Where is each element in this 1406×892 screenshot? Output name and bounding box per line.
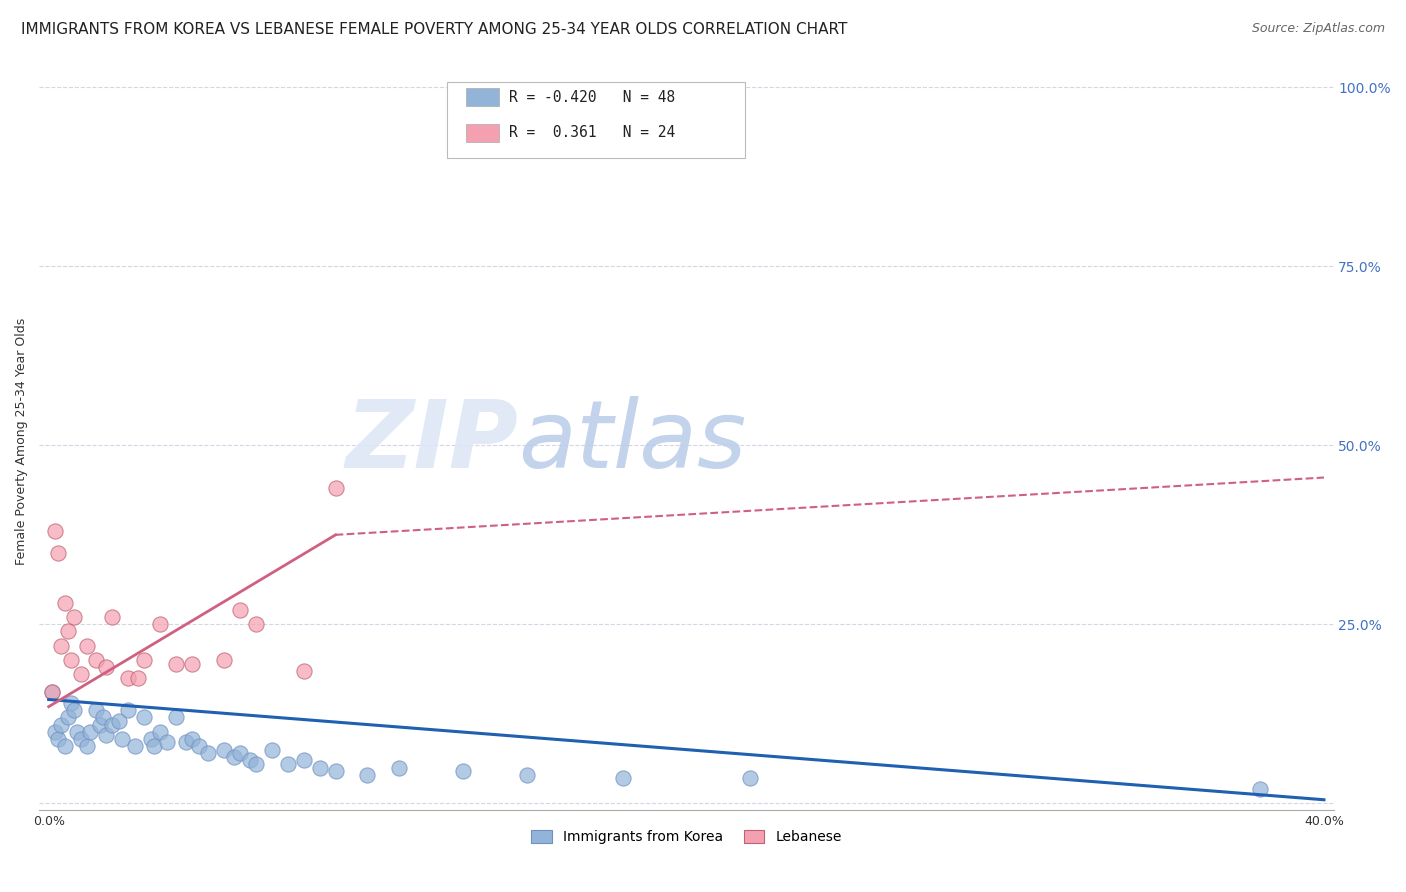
- Point: [181, 657, 204, 671]
- Point: [44, 724, 66, 739]
- Point: [53, 739, 76, 753]
- Point: [91, 710, 114, 724]
- Point: [53, 596, 76, 610]
- Text: atlas: atlas: [517, 396, 747, 487]
- Point: [308, 760, 330, 774]
- Point: [222, 749, 245, 764]
- Point: [76, 739, 98, 753]
- Point: [149, 724, 172, 739]
- Point: [325, 764, 347, 778]
- Text: ZIP: ZIP: [344, 396, 517, 488]
- Point: [197, 746, 219, 760]
- Point: [516, 767, 538, 781]
- Point: [76, 639, 98, 653]
- Legend: Immigrants from Korea, Lebanese: Immigrants from Korea, Lebanese: [530, 830, 842, 844]
- Point: [44, 524, 66, 539]
- Point: [356, 767, 378, 781]
- Point: [51, 717, 73, 731]
- Point: [56, 624, 79, 639]
- Point: [94, 728, 117, 742]
- Point: [212, 653, 235, 667]
- Point: [134, 653, 156, 667]
- Point: [117, 671, 139, 685]
- Point: [181, 731, 204, 746]
- Point: [89, 717, 111, 731]
- Point: [124, 739, 146, 753]
- Point: [165, 710, 187, 724]
- Point: [238, 753, 260, 767]
- Point: [134, 710, 156, 724]
- Point: [46, 731, 69, 746]
- Point: [174, 735, 197, 749]
- Point: [59, 696, 82, 710]
- Point: [127, 671, 149, 685]
- Point: [187, 739, 209, 753]
- Point: [139, 731, 162, 746]
- Text: R =  0.361   N = 24: R = 0.361 N = 24: [509, 126, 675, 140]
- Point: [245, 617, 267, 632]
- Point: [69, 667, 91, 681]
- Point: [94, 660, 117, 674]
- Text: R = -0.420   N = 48: R = -0.420 N = 48: [509, 90, 675, 104]
- Point: [156, 735, 179, 749]
- Point: [79, 724, 101, 739]
- Point: [59, 653, 82, 667]
- Point: [86, 653, 108, 667]
- Point: [101, 717, 124, 731]
- FancyBboxPatch shape: [467, 88, 499, 106]
- Point: [292, 753, 315, 767]
- Text: IMMIGRANTS FROM KOREA VS LEBANESE FEMALE POVERTY AMONG 25-34 YEAR OLDS CORRELATI: IMMIGRANTS FROM KOREA VS LEBANESE FEMALE…: [21, 22, 848, 37]
- Point: [117, 703, 139, 717]
- Point: [229, 603, 252, 617]
- Point: [86, 703, 108, 717]
- Point: [229, 746, 252, 760]
- Point: [69, 731, 91, 746]
- Point: [388, 760, 411, 774]
- Point: [292, 664, 315, 678]
- Text: Source: ZipAtlas.com: Source: ZipAtlas.com: [1251, 22, 1385, 36]
- Point: [325, 481, 347, 495]
- Point: [260, 742, 283, 756]
- Point: [66, 724, 89, 739]
- FancyBboxPatch shape: [447, 82, 745, 158]
- Point: [245, 756, 267, 771]
- Y-axis label: Female Poverty Among 25-34 Year Olds: Female Poverty Among 25-34 Year Olds: [15, 318, 28, 566]
- Point: [41, 685, 63, 699]
- Point: [63, 703, 86, 717]
- Point: [56, 710, 79, 724]
- Point: [612, 771, 634, 785]
- Point: [63, 610, 86, 624]
- Point: [1249, 782, 1271, 797]
- Point: [108, 714, 131, 728]
- Point: [738, 771, 761, 785]
- Point: [212, 742, 235, 756]
- Point: [51, 639, 73, 653]
- Point: [101, 610, 124, 624]
- Point: [46, 546, 69, 560]
- Point: [149, 617, 172, 632]
- Point: [165, 657, 187, 671]
- FancyBboxPatch shape: [467, 124, 499, 142]
- Point: [451, 764, 474, 778]
- Point: [41, 685, 63, 699]
- Point: [277, 756, 299, 771]
- Point: [111, 731, 134, 746]
- Point: [142, 739, 165, 753]
